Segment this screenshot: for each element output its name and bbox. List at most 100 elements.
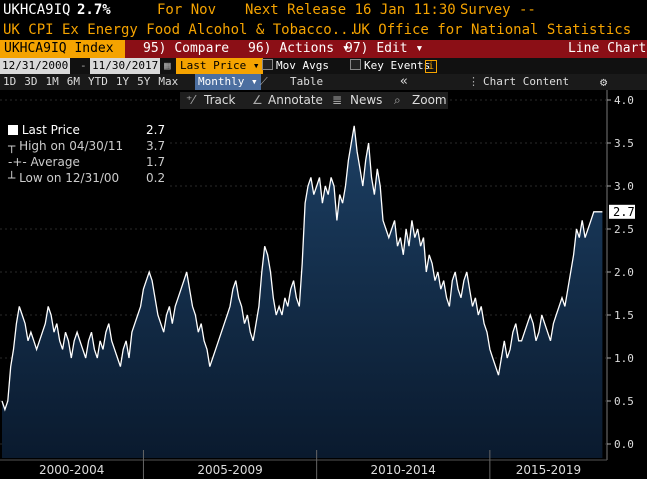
y-tick-label: 0.5 [614, 395, 634, 408]
period-max[interactable]: Max [158, 75, 179, 88]
high-icon: ┬ [8, 139, 16, 153]
info-icon[interactable]: i [425, 60, 438, 73]
crosshair-icon: ⁺⁄ [186, 93, 195, 107]
ticker: UKHCA9IQ [3, 2, 71, 18]
period-3d[interactable]: 3D [24, 75, 38, 88]
frequency-label: Monthly [198, 75, 245, 88]
chart-toolbar: ⁺⁄ Track ∠ Annotate ≣ News ⌕ Zoom [180, 92, 448, 109]
legend-avg: -+- Average 1.7 [8, 154, 168, 170]
frequency-select[interactable]: Monthly ▾ [195, 74, 261, 90]
field-select[interactable]: Last Price ▾ [176, 58, 264, 74]
range-bar: 12/31/2000 - 11/30/2017 ▦ Last Price ▾ M… [0, 58, 647, 74]
source: UK Office for National Statistics [353, 22, 632, 38]
y-tick-label: 0.0 [614, 438, 634, 451]
period-bar: 1D 3D 1M 6M YTD 1Y 5Y Max Monthly ▾ ⟋ Table « ⋮… [0, 74, 647, 90]
last-price-marker-label: 2.7 [613, 205, 635, 219]
legend-last-value: 2.7 [146, 123, 166, 137]
compare-label: Compare [174, 41, 230, 56]
security-description: UK CPI Ex Energy Food Alcohol & Tobacco.… [0, 20, 647, 40]
edit-num: 97) [345, 41, 369, 56]
zoom-button[interactable]: Zoom [412, 93, 447, 107]
legend-avg-value: 1.7 [146, 155, 166, 169]
compare-button[interactable]: 95) Compare [143, 40, 229, 58]
chevron-down-icon: ▾ [415, 41, 424, 56]
period-ytd[interactable]: YTD [88, 75, 108, 88]
field-label: Last Price [180, 59, 247, 72]
end-date-input[interactable]: 11/30/2017 [90, 58, 161, 74]
chart-content-button[interactable]: Chart Content [483, 75, 570, 88]
survey: Survey -- [460, 2, 536, 18]
y-tick-label: 4.0 [614, 94, 634, 107]
gear-icon[interactable]: ⚙ [600, 75, 608, 89]
actions-button[interactable]: 96) Actions ▾ [248, 40, 350, 58]
actions-num: 96) [248, 41, 272, 56]
period-1d[interactable]: 1D [3, 75, 17, 88]
mov-avgs-toggle[interactable]: Mov Avgs [262, 58, 329, 74]
checkbox-icon [350, 59, 361, 70]
chevron-down-icon: ▾ [341, 41, 350, 56]
legend-avg-label: Average [30, 155, 80, 169]
legend-last-label: Last Price [21, 123, 80, 137]
chart-legend: Last Price 2.7 ┬ High on 04/30/11 3.7 -+… [0, 120, 170, 190]
period-6m[interactable]: 6M [66, 75, 80, 88]
average-icon: -+- [8, 155, 27, 169]
track-button[interactable]: Track [204, 93, 236, 107]
chevron-down-icon: ▾ [252, 59, 260, 72]
news-icon: ≣ [332, 93, 343, 107]
period-list: 1D 3D 1M 6M YTD 1Y 5Y Max [3, 74, 186, 90]
legend-high: ┬ High on 04/30/11 3.7 [8, 138, 168, 154]
news-button[interactable]: News [350, 93, 383, 107]
chevron-down-icon: ▾ [250, 75, 258, 88]
start-date-input[interactable]: 12/31/2000 [0, 58, 71, 74]
square-icon [8, 125, 18, 135]
legend-high-value: 3.7 [146, 139, 166, 153]
y-tick-label: 2.0 [614, 266, 634, 279]
description: UK CPI Ex Energy Food Alcohol & Tobacco.… [3, 22, 358, 38]
y-tick-label: 3.5 [614, 137, 634, 150]
next-release: Next Release 16 Jan 11:30 [245, 2, 456, 18]
checkbox-icon [262, 59, 273, 70]
for-period: For Nov [157, 2, 217, 18]
actions-label: Actions [279, 41, 335, 56]
y-tick-label: 1.0 [614, 352, 634, 365]
compare-num: 95) [143, 41, 167, 56]
pencil-icon: ∠ [252, 93, 263, 107]
search-icon: ⌕ [394, 93, 401, 107]
line-chart-icon[interactable]: ⟋ [260, 75, 268, 88]
key-events-toggle[interactable]: Key Events [350, 58, 430, 74]
period-1m[interactable]: 1M [45, 75, 59, 88]
area-fill [2, 125, 603, 459]
table-toggle[interactable]: Table [290, 75, 324, 88]
period-5y[interactable]: 5Y [137, 75, 151, 88]
y-tick-label: 1.5 [614, 309, 634, 322]
x-tick-label: 2010-2014 [371, 463, 436, 477]
legend-low: ┴ Low on 12/31/00 0.2 [8, 170, 168, 186]
edit-label: Edit [376, 41, 408, 56]
x-tick-label: 2005-2009 [197, 463, 262, 477]
x-tick-label: 2015-2019 [516, 463, 581, 477]
menu-bar: UKHCA9IQ Index 95) Compare 96) Actions ▾… [0, 40, 647, 58]
chart-type-label[interactable]: Line Chart [568, 41, 647, 56]
annotate-button[interactable]: Annotate [268, 93, 323, 107]
last-price-marker [609, 204, 635, 219]
calendar-icon[interactable]: ▦ [164, 59, 171, 72]
security-field[interactable]: UKHCA9IQ Index [0, 40, 125, 58]
legend-high-label: High on 04/30/11 [19, 139, 124, 153]
low-icon: ┴ [8, 171, 16, 185]
series-line [1, 125, 603, 412]
x-tick-label: 2000-2004 [39, 463, 104, 477]
y-tick-label: 2.5 [614, 223, 634, 236]
last-value: 2.7% [77, 2, 111, 18]
y-tick-label: 3.0 [614, 180, 634, 193]
legend-last[interactable]: Last Price 2.7 [8, 122, 168, 138]
collapse-icon[interactable]: « [400, 74, 408, 89]
range-separator: - [80, 59, 87, 72]
period-1y[interactable]: 1Y [115, 75, 130, 88]
key-events-label: Key Events [364, 59, 431, 72]
chart-content-icon: ⋮ [468, 75, 479, 88]
security-header: UKHCA9IQ 2.7% For Nov Next Release 16 Ja… [0, 0, 647, 20]
legend-low-label: Low on 12/31/00 [19, 171, 120, 185]
mov-avgs-label: Mov Avgs [276, 59, 329, 72]
edit-button[interactable]: 97) Edit ▾ [345, 40, 423, 58]
legend-low-value: 0.2 [146, 171, 166, 185]
